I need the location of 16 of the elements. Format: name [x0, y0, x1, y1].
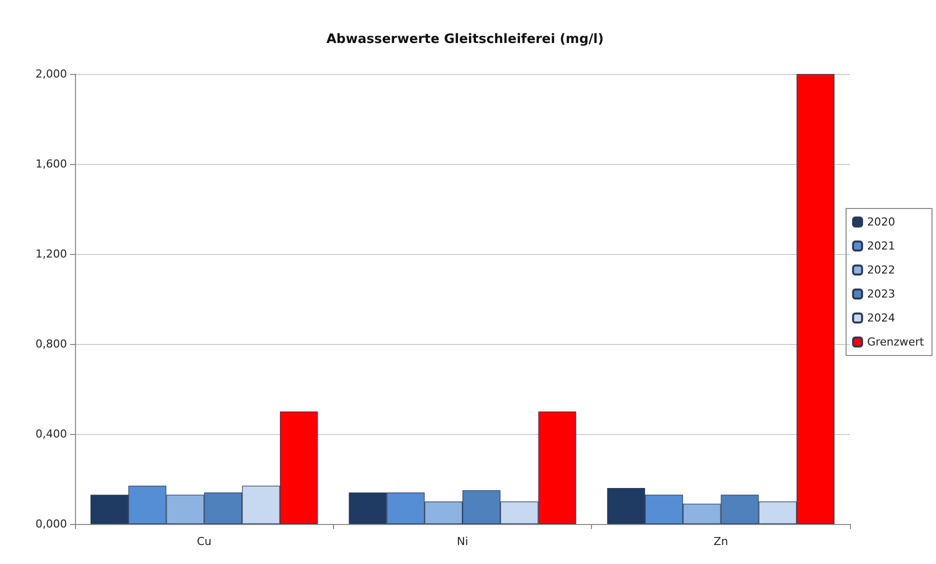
y-tick-label: 1,600 [36, 158, 67, 170]
x-tick-label: Zn [714, 535, 728, 548]
legend-label: 2020 [867, 216, 896, 228]
y-tick-label: 0,400 [36, 428, 67, 440]
chart-title: Abwasserwerte Gleitschleiferei (mg/l) [326, 32, 604, 47]
y-tick-label: 1,200 [36, 248, 67, 260]
legend-label: Grenzwert [867, 336, 925, 348]
y-tick-label: 2,000 [36, 68, 67, 80]
x-tick-label: Cu [196, 535, 212, 548]
legend-label: 2021 [867, 240, 896, 252]
x-tick-label: Ni [456, 535, 468, 548]
legend-label: 2022 [867, 264, 896, 276]
legend-label: 2024 [867, 312, 896, 324]
legend-label: 2023 [867, 288, 896, 300]
y-tick-label: 0,800 [36, 338, 67, 350]
y-tick-label: 0,000 [36, 518, 67, 530]
